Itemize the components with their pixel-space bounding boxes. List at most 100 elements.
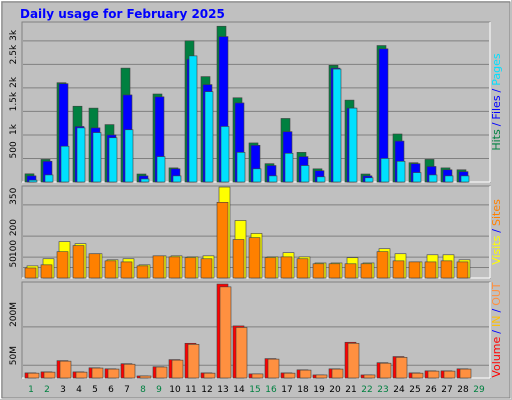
x-tick-label: 4 <box>76 385 82 395</box>
x-tick-label: 8 <box>140 385 146 395</box>
bar <box>283 372 296 379</box>
bar <box>152 255 165 279</box>
bar <box>395 357 408 379</box>
y-tick-label: 2k <box>9 76 19 88</box>
bar <box>316 176 326 183</box>
bar <box>91 367 104 379</box>
y-tick-label: 1k <box>9 123 19 135</box>
bar <box>267 358 280 379</box>
x-tick-label: 15 <box>249 385 260 395</box>
x-tick-label: 25 <box>409 385 420 395</box>
bar <box>60 145 70 183</box>
bar <box>444 175 454 183</box>
x-tick-label: 5 <box>92 385 98 395</box>
bar <box>107 368 120 379</box>
bar <box>155 366 168 379</box>
bar <box>171 359 184 379</box>
bar <box>28 179 38 183</box>
bar <box>187 343 200 379</box>
x-tick-label: 23 <box>377 385 388 395</box>
bar <box>348 107 358 183</box>
bar <box>235 327 248 379</box>
bar <box>216 202 229 279</box>
y-tick-label: 3k <box>9 29 19 41</box>
bar <box>396 160 406 183</box>
bar <box>411 372 424 379</box>
bar <box>264 257 277 279</box>
legend-entry: Sites <box>490 199 503 226</box>
y-tick-label: 100 <box>9 240 19 257</box>
x-tick-label: 10 <box>169 385 181 395</box>
legend-entry: Hits <box>490 129 503 151</box>
legend-entry: IN <box>490 316 503 327</box>
legend-entry: Pages <box>490 53 503 86</box>
x-tick-label: 16 <box>265 385 277 395</box>
x-tick-label: 2 <box>44 385 50 395</box>
x-tick-label: 28 <box>457 385 469 395</box>
legend-entry: Visits <box>490 235 503 264</box>
bar <box>44 174 54 183</box>
bar <box>203 372 216 379</box>
x-tick-label: 29 <box>473 385 485 395</box>
bar <box>392 260 405 279</box>
bar <box>184 257 197 279</box>
bar <box>315 374 328 379</box>
bar <box>456 261 469 279</box>
x-tick-label: 13 <box>217 385 228 395</box>
bar <box>440 260 453 279</box>
bar <box>376 251 389 279</box>
bar <box>24 267 37 279</box>
x-tick-label: 6 <box>108 385 114 395</box>
bar <box>363 374 376 379</box>
y-tick-label: 50M <box>9 346 19 365</box>
x-tick-label: 11 <box>185 385 196 395</box>
bar <box>43 371 56 379</box>
x-tick-label: 20 <box>329 385 341 395</box>
bar <box>443 370 456 379</box>
bar <box>364 177 374 183</box>
x-tick-label: 14 <box>233 385 245 395</box>
legend-separator: / <box>490 88 503 92</box>
x-tick-label: 26 <box>425 385 437 395</box>
bar <box>139 375 152 379</box>
y-tick-label: 500 <box>9 141 19 158</box>
legend-separator: / <box>490 309 503 313</box>
y-tick-label: 50 <box>9 256 19 268</box>
x-tick-label: 1 <box>28 385 34 395</box>
x-tick-label: 3 <box>60 385 66 395</box>
x-tick-label: 21 <box>345 385 356 395</box>
panel <box>21 281 491 379</box>
bar <box>428 174 438 183</box>
bar <box>219 286 232 379</box>
bar <box>108 137 118 183</box>
x-tick-label: 7 <box>124 385 130 395</box>
y-tick-label: 350 <box>9 187 19 204</box>
chart-title: Daily usage for February 2025 <box>20 7 225 21</box>
y-tick-label: 1.5k <box>9 91 19 111</box>
legend-separator: / <box>490 229 503 233</box>
bar <box>299 369 312 379</box>
bar <box>136 265 149 279</box>
bar <box>300 165 310 183</box>
bar <box>27 372 40 379</box>
bar <box>124 129 134 183</box>
bar <box>40 264 53 279</box>
x-tick-label: 9 <box>156 385 162 395</box>
bar <box>232 239 245 279</box>
bar <box>200 258 213 279</box>
bar <box>459 368 472 379</box>
bar <box>408 261 421 279</box>
bar <box>248 237 261 279</box>
x-tick-label: 12 <box>201 385 212 395</box>
legend-entry: Volume <box>490 336 503 377</box>
bar <box>344 263 357 279</box>
bar <box>331 368 344 379</box>
bar <box>268 175 278 183</box>
bar <box>251 373 264 379</box>
bar <box>427 370 440 379</box>
bar <box>280 256 293 279</box>
x-tick-label: 18 <box>297 385 309 395</box>
bar <box>328 263 341 279</box>
